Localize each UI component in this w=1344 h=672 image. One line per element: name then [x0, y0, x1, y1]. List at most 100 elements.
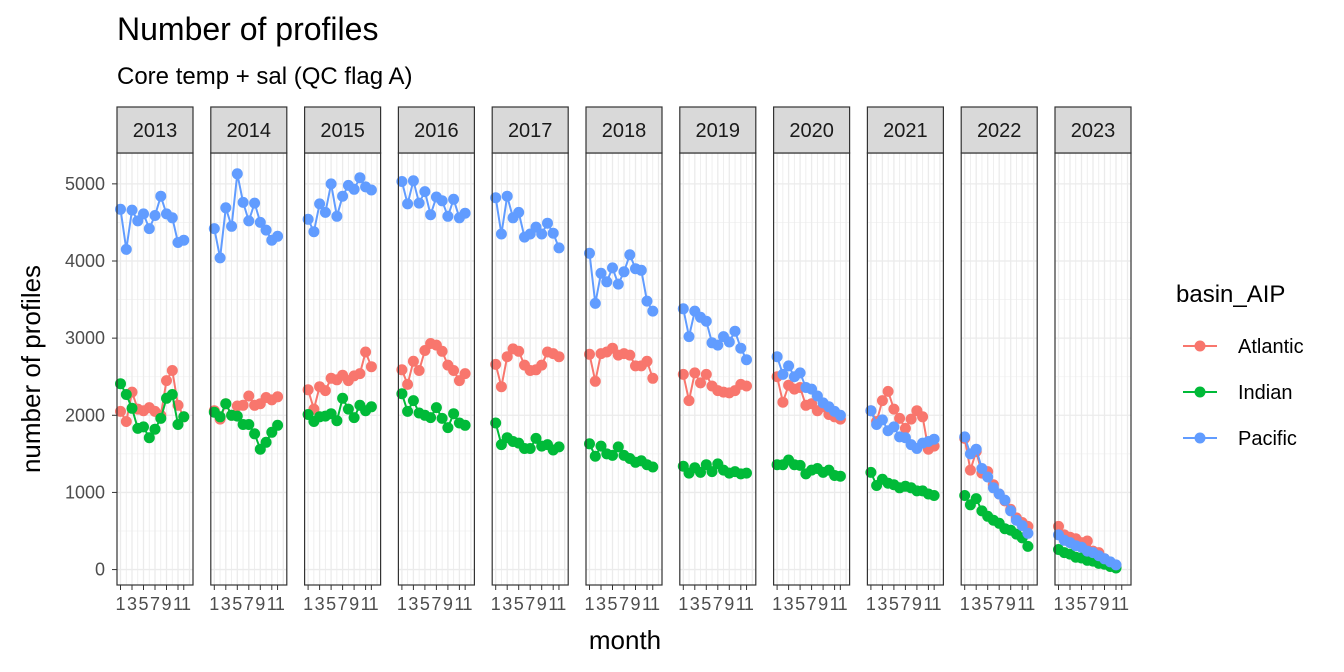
data-point-indian: [436, 412, 448, 424]
data-point-pacific: [542, 217, 553, 229]
data-point-atlantic: [448, 365, 460, 376]
x-tick-label: 3: [1065, 594, 1075, 614]
data-point-pacific: [126, 204, 138, 216]
data-point-pacific: [459, 207, 471, 219]
data-point-pacific: [402, 198, 414, 210]
x-tick-label: 1: [548, 594, 558, 614]
data-point-indian: [553, 441, 565, 453]
data-point-atlantic: [354, 368, 366, 380]
data-point-pacific: [178, 234, 190, 246]
data-point-atlantic: [237, 399, 249, 411]
legend-key-point: [1194, 432, 1206, 444]
data-point-pacific: [683, 331, 695, 343]
x-tick-label: 7: [244, 594, 254, 614]
data-point-pacific: [999, 494, 1011, 506]
data-point-pacific: [254, 216, 266, 228]
facet-strip-label: 2022: [977, 120, 1022, 142]
data-point-pacific: [677, 303, 689, 315]
x-tick-label: 3: [315, 594, 325, 614]
x-tick-label: 9: [724, 594, 734, 614]
data-point-indian: [834, 470, 846, 482]
x-axis-title: month: [589, 625, 661, 655]
data-point-pacific: [601, 276, 613, 288]
x-tick-label: 5: [420, 594, 430, 614]
data-point-atlantic: [882, 385, 894, 397]
data-point-pacific: [143, 223, 155, 235]
x-tick-label: 1: [838, 594, 848, 614]
data-point-pacific: [612, 278, 624, 290]
data-point-indian: [149, 423, 161, 435]
x-tick-label: 7: [150, 594, 160, 614]
facet-strip: [772, 106, 851, 154]
data-point-pacific: [783, 360, 795, 372]
data-point-pacific: [1022, 527, 1034, 539]
data-point-pacific: [635, 264, 647, 276]
data-point-pacific: [794, 367, 806, 379]
data-point-atlantic: [641, 355, 653, 367]
y-tick-label: 5000: [65, 174, 105, 194]
data-point-pacific: [618, 266, 630, 278]
data-point-pacific: [959, 431, 971, 443]
data-point-atlantic: [272, 391, 284, 403]
data-point-pacific: [337, 190, 349, 202]
data-point-atlantic: [777, 396, 789, 408]
x-tick-label: 9: [1099, 594, 1109, 614]
data-point-pacific: [237, 196, 249, 208]
facet-strip: [1054, 106, 1132, 154]
legend-label-indian: Indian: [1238, 382, 1293, 404]
data-point-pacific: [741, 354, 752, 366]
data-point-atlantic: [413, 365, 425, 376]
data-point-indian: [459, 419, 471, 431]
data-point-indian: [584, 438, 595, 450]
data-point-indian: [231, 410, 243, 422]
data-point-pacific: [595, 267, 607, 279]
data-point-indian: [524, 443, 536, 454]
x-tick-label: 1: [642, 594, 652, 614]
facet-strip-label: 2013: [133, 120, 178, 142]
data-point-indian: [402, 405, 414, 417]
facet-strip: [210, 106, 288, 154]
data-point-pacific: [149, 210, 161, 221]
data-point-atlantic: [319, 385, 331, 397]
facet-strip-label: 2023: [1071, 120, 1116, 142]
x-tick-label: 3: [596, 594, 606, 614]
facet-strip-label: 2015: [320, 120, 365, 142]
data-point-pacific: [208, 223, 220, 235]
y-tick-label: 2000: [65, 405, 105, 425]
data-point-pacific: [243, 215, 255, 227]
data-point-atlantic: [161, 375, 172, 387]
chart-title: Number of profiles: [117, 11, 378, 47]
data-point-indian: [695, 466, 706, 478]
data-point-atlantic: [490, 358, 502, 370]
data-point-pacific: [231, 168, 243, 180]
data-point-atlantic: [964, 464, 976, 476]
data-point-pacific: [331, 210, 343, 222]
data-point-pacific: [501, 190, 513, 202]
data-point-pacific: [865, 405, 877, 417]
x-tick-label: 9: [349, 594, 359, 614]
data-point-atlantic: [402, 378, 414, 390]
data-point-atlantic: [899, 422, 911, 434]
data-point-pacific: [513, 206, 525, 218]
data-point-pacific: [536, 228, 548, 240]
x-tick-label: 7: [807, 594, 817, 614]
y-axis: 0 1000 2000 3000 4000 5000: [65, 174, 117, 580]
data-point-atlantic: [624, 349, 636, 361]
x-tick-label: 9: [630, 594, 640, 614]
data-point-pacific: [1005, 505, 1017, 517]
x-tick-label: 1: [584, 594, 594, 614]
data-point-atlantic: [501, 351, 513, 363]
x-tick-label: 7: [431, 594, 441, 614]
x-tick-label: 1: [772, 594, 782, 614]
data-point-atlantic: [459, 368, 471, 380]
data-point-pacific: [436, 195, 448, 207]
data-point-atlantic: [683, 395, 695, 407]
data-point-pacific: [982, 471, 994, 483]
data-point-indian: [249, 428, 261, 440]
data-point-atlantic: [396, 364, 408, 376]
